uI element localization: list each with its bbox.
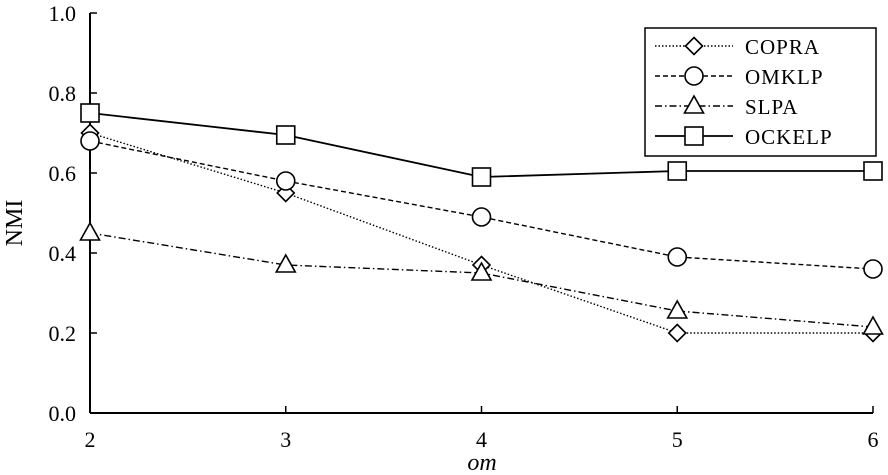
legend-label-slpa: SLPA	[745, 95, 798, 119]
series-layer	[79, 103, 884, 343]
legend-label-ockelp: OCKELP	[745, 125, 833, 149]
y-tick-label: 0.4	[49, 241, 77, 266]
legend-box	[644, 27, 877, 157]
y-axis-ticks: 0.0 0.2 0.4 0.6 0.8 1.0	[49, 1, 97, 426]
data-point-slpa	[79, 221, 101, 241]
data-point-ockelp	[863, 161, 883, 181]
data-point-omklp	[667, 247, 688, 267]
data-point-slpa	[862, 315, 884, 335]
data-point-ockelp	[667, 161, 688, 181]
y-tick-label: 0.2	[49, 321, 77, 346]
data-point-ockelp	[275, 125, 296, 145]
x-tick-label: 3	[280, 427, 291, 452]
data-point-omklp	[471, 207, 492, 227]
y-axis-title: NMI	[2, 200, 28, 247]
x-tick-label: 6	[868, 427, 879, 452]
y-tick-label: 0.0	[49, 401, 77, 426]
x-tick-label: 5	[672, 427, 683, 452]
x-tick-label: 4	[476, 427, 487, 452]
data-point-slpa	[666, 299, 689, 319]
x-tick-label: 2	[85, 427, 96, 452]
legend-marker-copra	[684, 36, 704, 56]
data-point-ockelp	[471, 167, 492, 187]
series-slpa	[79, 221, 884, 335]
legend: COPRA OMKLP SLPA OCKELP	[644, 27, 877, 157]
legend-marker-omklp	[684, 66, 704, 86]
series-copra	[80, 123, 883, 343]
x-axis-ticks: 2 3 4 5 6	[85, 406, 879, 452]
legend-label-copra: COPRA	[745, 35, 820, 59]
y-tick-label: 0.6	[49, 161, 77, 186]
data-point-ockelp	[80, 103, 100, 123]
x-axis-title: om	[467, 450, 496, 475]
data-point-slpa	[470, 261, 493, 281]
data-point-omklp	[863, 259, 883, 279]
legend-label-omklp: OMKLP	[745, 65, 824, 89]
series-line-copra	[89, 132, 873, 334]
legend-marker-slpa	[683, 94, 705, 114]
data-point-copra	[667, 323, 687, 343]
data-point-omklp	[275, 171, 296, 191]
data-point-omklp	[80, 131, 100, 151]
y-tick-label: 1.0	[49, 1, 77, 26]
data-point-slpa	[274, 253, 297, 273]
y-tick-label: 0.8	[49, 81, 77, 106]
series-ockelp	[80, 103, 883, 187]
legend-marker-ockelp	[684, 126, 704, 146]
series-line-omklp	[89, 140, 874, 270]
series-omklp	[80, 131, 883, 279]
